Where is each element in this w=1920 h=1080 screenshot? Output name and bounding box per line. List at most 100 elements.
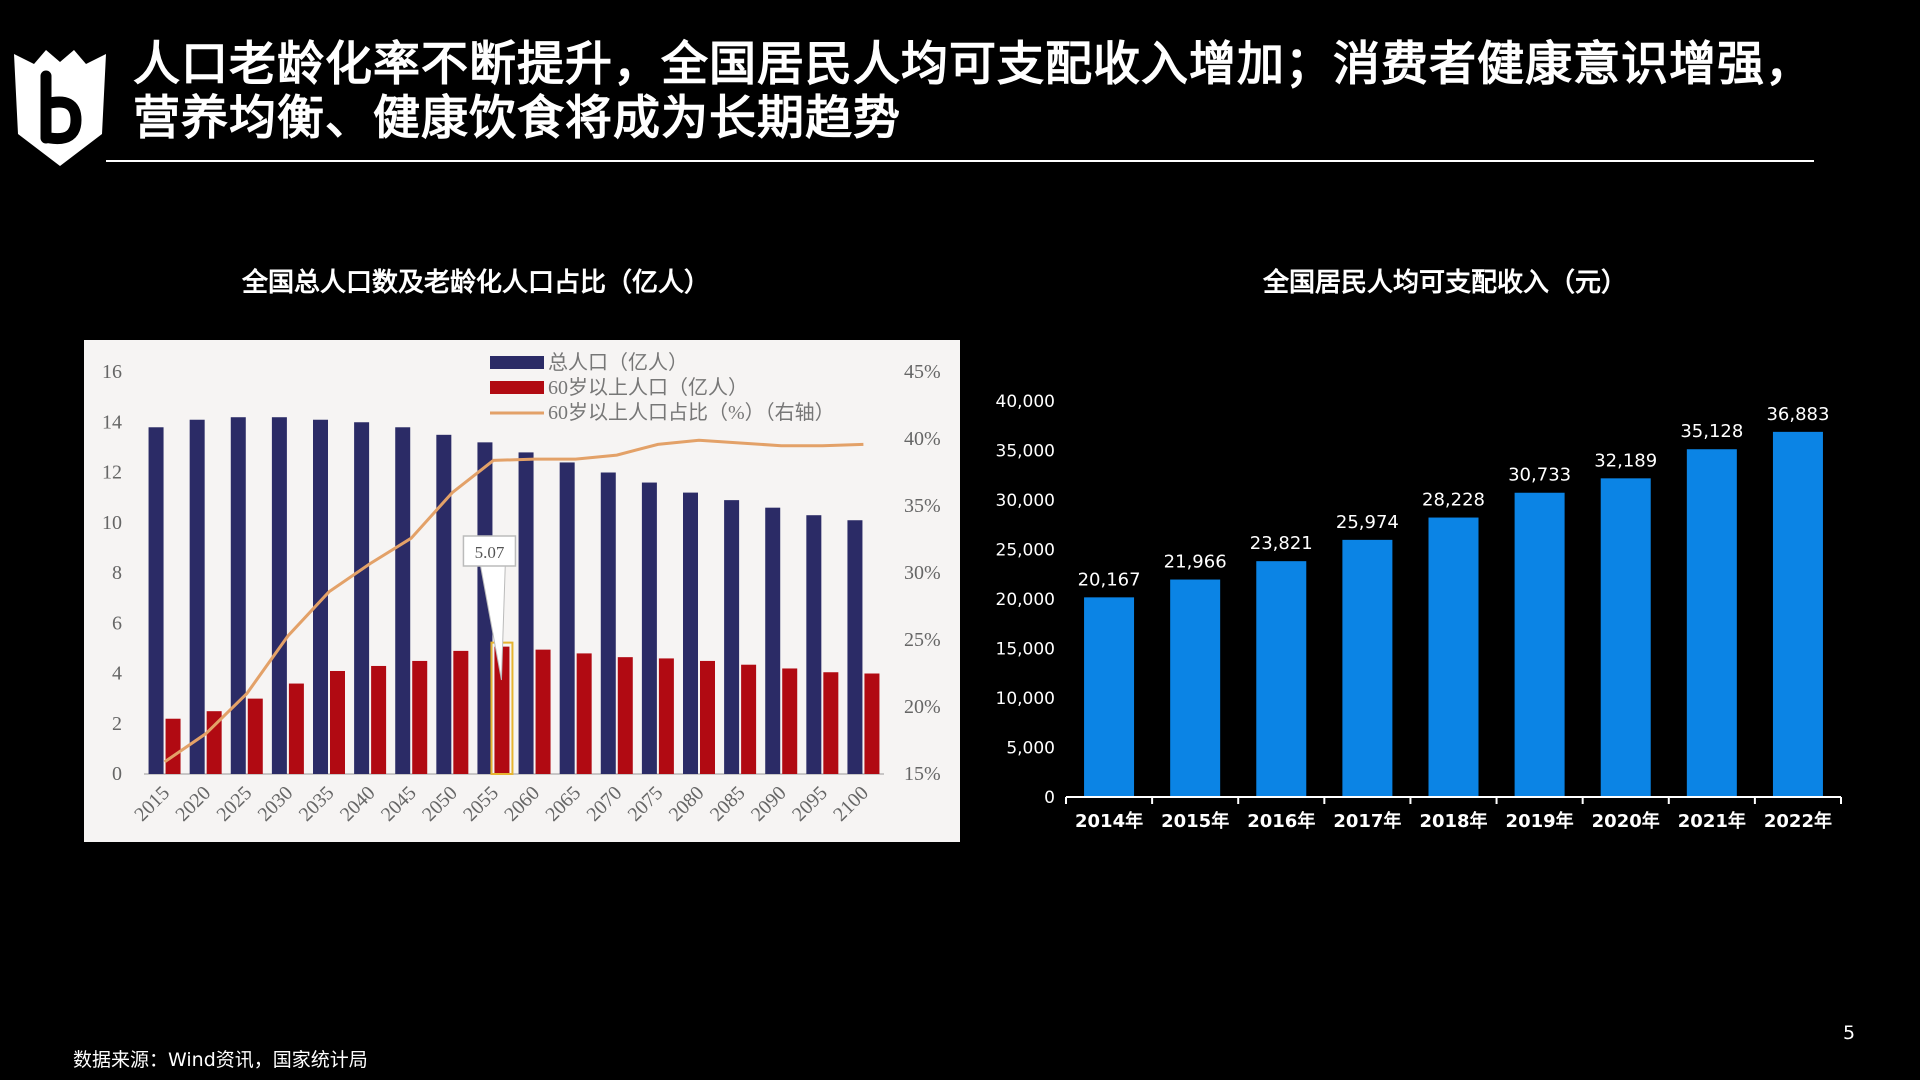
- income-x-tick-label: 2020年: [1592, 810, 1660, 832]
- elderly-bar: [288, 683, 304, 774]
- elderly-bar: [576, 653, 592, 774]
- annotation-box: [462, 535, 517, 567]
- right-axis-tick-label: 15%: [904, 763, 941, 785]
- population-x-tick-label: 2030: [254, 782, 298, 826]
- income-chart: 0 5,000 10,000 15,000 20,000 25,000 30,000 35,0…: [996, 392, 1842, 832]
- population-x-tick-label: 2075: [624, 782, 668, 826]
- elderly-bar: [700, 660, 715, 774]
- legend-label: 60岁以上人口（亿人）: [548, 376, 748, 399]
- income-y-tick-label: 15,000: [996, 640, 1055, 660]
- left-axis-tick-label: 4: [112, 663, 122, 685]
- elderly-bar: [535, 649, 551, 774]
- left-axis-tick-label: 6: [112, 612, 122, 634]
- population-x-tick-label: 2070: [582, 782, 626, 826]
- elderly-bar: [330, 670, 345, 774]
- logo-inner-mark: [40, 70, 82, 145]
- population-x-tick-label: 2080: [665, 782, 709, 826]
- income-y-tick-label: 25,000: [996, 541, 1055, 561]
- elderly-ratio-series-line: [163, 438, 864, 764]
- population-bars: [148, 417, 880, 774]
- population-y-axes: 0 2 4 6 8 10 12 14 16 15% 20% 25% 30% 35% 40% 45%: [102, 361, 941, 785]
- elderly-bar: [494, 646, 510, 774]
- elderly-bar: [823, 672, 839, 774]
- income-x-tick-label: 2021年: [1678, 810, 1746, 832]
- income-y-tick-label: 20,000: [996, 590, 1055, 610]
- population-bar: [148, 427, 164, 774]
- income-x-tick-label: 2018年: [1419, 810, 1487, 832]
- income-x-tick-label: 2017年: [1333, 810, 1401, 832]
- income-y-tick-label: 5,000: [1006, 739, 1055, 759]
- population-legend: 总人口（亿人）60岁以上人口（亿人）60岁以上人口占比（%）（右轴）: [490, 351, 835, 424]
- income-value-label: 30,733: [1508, 465, 1571, 486]
- population-bar: [641, 482, 657, 774]
- elderly-bar: [247, 698, 263, 774]
- population-bar: [806, 515, 822, 774]
- left-chart-title: 全国总人口数及老龄化人口占比（亿人）: [242, 268, 711, 298]
- population-bar: [313, 419, 328, 774]
- population-bar: [230, 417, 246, 774]
- population-bar: [847, 520, 863, 774]
- income-y-tick-label: 0: [1044, 788, 1055, 808]
- population-x-tick-label: 2085: [706, 782, 750, 826]
- elderly-bar: [165, 718, 181, 774]
- left-axis-tick-label: 12: [102, 462, 122, 484]
- elderly-bar: [864, 673, 880, 774]
- income-y-tick-label: 10,000: [996, 689, 1055, 709]
- left-axis-tick-label: 0: [112, 763, 122, 785]
- income-x-tick-label: 2019年: [1506, 810, 1574, 832]
- population-x-tick-label: 2095: [788, 782, 832, 826]
- elderly-ratio-line: [163, 438, 864, 764]
- income-x-tick-label: 2022年: [1764, 810, 1832, 832]
- population-bar: [559, 462, 575, 774]
- right-axis-tick-label: 45%: [904, 361, 941, 383]
- income-y-tick-label: 30,000: [996, 491, 1055, 511]
- population-bar: [683, 492, 698, 774]
- right-chart-title: 全国居民人均可支配收入（元）: [1263, 268, 1628, 298]
- income-value-label: 28,228: [1422, 490, 1485, 511]
- population-x-tick-label: 2050: [418, 782, 462, 826]
- right-axis-tick-label: 20%: [904, 696, 941, 718]
- income-value-label: 23,821: [1250, 533, 1313, 554]
- annotation-label: 5.07: [475, 543, 505, 562]
- population-x-tick-label: 2035: [295, 782, 339, 826]
- legend-swatch: [490, 356, 544, 369]
- slide-title: 人口老龄化率不断提升，全国居民人均可支配收入增加；消费者健康意识增强， 营养均衡…: [133, 38, 1833, 146]
- population-bar: [724, 500, 740, 774]
- income-value-label: 25,974: [1336, 512, 1399, 533]
- source-note: 数据来源：Wind资讯，国家统计局: [73, 1049, 368, 1071]
- population-bar: [477, 442, 493, 774]
- slide-title-line2: 营养均衡、健康饮食将成为长期趋势: [133, 91, 901, 146]
- brand-logo: b: [14, 50, 106, 166]
- right-axis-tick-label: 35%: [904, 495, 941, 517]
- legend-label: 总人口（亿人）: [548, 351, 688, 374]
- population-bar: [395, 427, 411, 774]
- right-axis-tick-label: 25%: [904, 629, 941, 651]
- population-x-tick-label: 2025: [212, 782, 256, 826]
- left-axis-tick-label: 10: [102, 512, 122, 534]
- income-bar: [1170, 579, 1221, 797]
- income-bar: [1514, 492, 1565, 797]
- page-number: 5: [1843, 1022, 1856, 1044]
- population-x-tick-label: 2040: [336, 782, 380, 826]
- population-bar: [189, 419, 205, 774]
- population-x-tick-label: 2015: [130, 782, 174, 826]
- income-value-label: 21,966: [1164, 552, 1227, 573]
- income-x-tick-label: 2014年: [1075, 810, 1143, 832]
- income-bar: [1084, 597, 1135, 797]
- population-chart-panel: 0 2 4 6 8 10 12 14 16 15% 20% 25% 30% 35% 40% 45% 2015 2…: [84, 340, 960, 842]
- population-bar: [765, 507, 781, 774]
- population-x-tick-label: 2045: [377, 782, 421, 826]
- elderly-bar: [741, 664, 757, 774]
- income-x-tick-label: 2015年: [1161, 810, 1229, 832]
- elderly-bar: [412, 660, 428, 774]
- income-bar: [1600, 478, 1651, 797]
- elderly-bar: [658, 658, 674, 774]
- income-bar: [1256, 561, 1307, 797]
- population-bar: [436, 434, 452, 774]
- population-x-tick-label: 2055: [459, 782, 503, 826]
- legend-label: 60岁以上人口占比（%）（右轴）: [548, 401, 835, 424]
- population-bar: [518, 452, 534, 774]
- right-axis-tick-label: 40%: [904, 428, 941, 450]
- elderly-bar: [371, 665, 387, 774]
- left-axis-tick-label: 14: [102, 411, 122, 433]
